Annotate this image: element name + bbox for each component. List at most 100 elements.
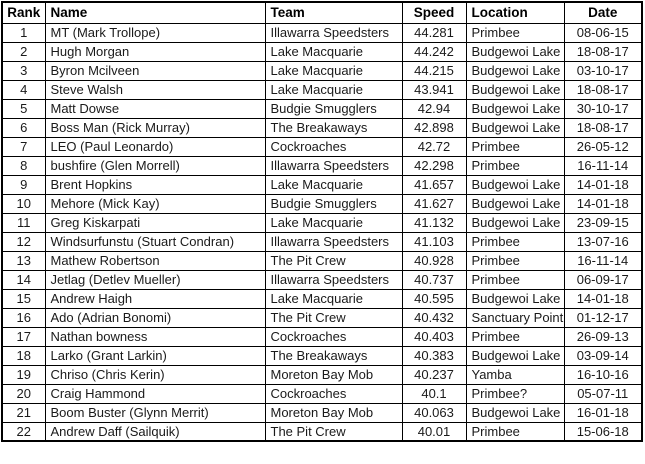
cell-team: Cockroaches	[264, 136, 403, 157]
table-row: 18 Larko (Grant Larkin) The Breakaways 40.3…	[1, 345, 643, 366]
cell-rank: 22	[1, 421, 46, 442]
cell-rank: 9	[1, 174, 46, 195]
cell-date: 08-06-15	[563, 22, 643, 43]
table-row: 11 Greg Kiskarpati Lake Macquarie 41.132 Bud…	[1, 212, 643, 233]
table-row: 5 Matt Dowse Budgie Smugglers 42.94 Budgewoi…	[1, 98, 643, 119]
header-cell-name: Name	[44, 1, 266, 24]
cell-location: Sanctuary Point	[465, 307, 565, 328]
table-row: 3 Byron Mcilveen Lake Macquarie 44.215 Budge…	[1, 60, 643, 81]
cell-rank: 14	[1, 269, 46, 290]
cell-location: Primbee	[465, 136, 565, 157]
cell-location: Primbee	[465, 421, 565, 442]
cell-name: Boss Man (Rick Murray)	[44, 117, 266, 138]
cell-date: 26-09-13	[563, 326, 643, 347]
cell-speed: 44.215	[401, 60, 467, 81]
table-row: 7 LEO (Paul Leonardo) Cockroaches 42.72 Prim…	[1, 136, 643, 157]
cell-team: The Breakaways	[264, 345, 403, 366]
cell-team: Lake Macquarie	[264, 60, 403, 81]
header-cell-speed: Speed	[401, 1, 467, 24]
header-cell-rank: Rank	[1, 1, 46, 24]
cell-rank: 10	[1, 193, 46, 214]
cell-speed: 40.01	[401, 421, 467, 442]
header-row: Rank Name Team Speed Location Date	[1, 1, 643, 24]
cell-team: Lake Macquarie	[264, 41, 403, 62]
cell-name: MT (Mark Trollope)	[44, 22, 266, 43]
cell-name: Craig Hammond	[44, 383, 266, 404]
table-row: 4 Steve Walsh Lake Macquarie 43.941 Budgewoi…	[1, 79, 643, 100]
cell-speed: 44.242	[401, 41, 467, 62]
table-row: 20 Craig Hammond Cockroaches 40.1 Primbee? 05…	[1, 383, 643, 404]
cell-speed: 41.103	[401, 231, 467, 252]
cell-location: Primbee	[465, 155, 565, 176]
cell-name: Hugh Morgan	[44, 41, 266, 62]
cell-speed: 40.432	[401, 307, 467, 328]
cell-name: Andrew Haigh	[44, 288, 266, 309]
cell-team: Illawarra Speedsters	[264, 155, 403, 176]
cell-team: Moreton Bay Mob	[264, 364, 403, 385]
table-row: 6 Boss Man (Rick Murray) The Breakaways 42.…	[1, 117, 643, 138]
cell-speed: 40.383	[401, 345, 467, 366]
cell-speed: 40.063	[401, 402, 467, 423]
cell-name: Steve Walsh	[44, 79, 266, 100]
cell-speed: 40.1	[401, 383, 467, 404]
cell-date: 15-06-18	[563, 421, 643, 442]
cell-team: Illawarra Speedsters	[264, 231, 403, 252]
header-cell-date: Date	[563, 1, 643, 24]
table-row: 13 Mathew Robertson The Pit Crew 40.928 Prim…	[1, 250, 643, 271]
cell-speed: 42.94	[401, 98, 467, 119]
cell-location: Budgewoi Lake	[465, 41, 565, 62]
cell-team: Lake Macquarie	[264, 288, 403, 309]
cell-name: Andrew Daff (Sailquik)	[44, 421, 266, 442]
cell-date: 18-08-17	[563, 117, 643, 138]
leaderboard-table: Rank Name Team Speed Location Date 1 MT (…	[1, 1, 643, 442]
cell-speed: 43.941	[401, 79, 467, 100]
table-row: 1 MT (Mark Trollope) Illawarra Speedsters 4…	[1, 22, 643, 43]
cell-speed: 42.898	[401, 117, 467, 138]
cell-speed: 40.403	[401, 326, 467, 347]
cell-location: Primbee	[465, 326, 565, 347]
cell-name: Matt Dowse	[44, 98, 266, 119]
table-row: 22 Andrew Daff (Sailquik) The Pit Crew 40.0…	[1, 421, 643, 442]
cell-rank: 15	[1, 288, 46, 309]
cell-team: Cockroaches	[264, 326, 403, 347]
table-row: 10 Mehore (Mick Kay) Budgie Smugglers 41.62…	[1, 193, 643, 214]
cell-rank: 20	[1, 383, 46, 404]
cell-rank: 18	[1, 345, 46, 366]
cell-speed: 40.237	[401, 364, 467, 385]
table-header: Rank Name Team Speed Location Date	[1, 1, 643, 24]
table-row: 16 Ado (Adrian Bonomi) The Pit Crew 40.432 S…	[1, 307, 643, 328]
cell-date: 18-08-17	[563, 79, 643, 100]
cell-name: Larko (Grant Larkin)	[44, 345, 266, 366]
cell-rank: 13	[1, 250, 46, 271]
table-row: 15 Andrew Haigh Lake Macquarie 40.595 Budgew…	[1, 288, 643, 309]
cell-speed: 44.281	[401, 22, 467, 43]
cell-team: Budgie Smugglers	[264, 193, 403, 214]
spreadsheet-area: Rank Name Team Speed Location Date 1 MT (…	[1, 1, 643, 442]
cell-team: The Pit Crew	[264, 421, 403, 442]
table-row: 14 Jetlag (Detlev Mueller) Illawarra Speed…	[1, 269, 643, 290]
cell-date: 30-10-17	[563, 98, 643, 119]
cell-location: Budgewoi Lake	[465, 402, 565, 423]
cell-rank: 16	[1, 307, 46, 328]
cell-location: Primbee	[465, 250, 565, 271]
table-row: 19 Chriso (Chris Kerin) Moreton Bay Mob 40.…	[1, 364, 643, 385]
cell-name: Brent Hopkins	[44, 174, 266, 195]
header-cell-team: Team	[264, 1, 403, 24]
cell-speed: 40.928	[401, 250, 467, 271]
cell-rank: 19	[1, 364, 46, 385]
cell-speed: 40.737	[401, 269, 467, 290]
cell-rank: 4	[1, 79, 46, 100]
cell-location: Yamba	[465, 364, 565, 385]
cell-location: Primbee	[465, 269, 565, 290]
cell-name: bushfire (Glen Morrell)	[44, 155, 266, 176]
cell-team: Lake Macquarie	[264, 174, 403, 195]
cell-location: Budgewoi Lake	[465, 174, 565, 195]
cell-name: Ado (Adrian Bonomi)	[44, 307, 266, 328]
cell-name: Mathew Robertson	[44, 250, 266, 271]
cell-rank: 7	[1, 136, 46, 157]
cell-location: Primbee	[465, 22, 565, 43]
cell-rank: 2	[1, 41, 46, 62]
cell-team: Illawarra Speedsters	[264, 269, 403, 290]
cell-rank: 5	[1, 98, 46, 119]
table-row: 2 Hugh Morgan Lake Macquarie 44.242 Budgewoi…	[1, 41, 643, 62]
